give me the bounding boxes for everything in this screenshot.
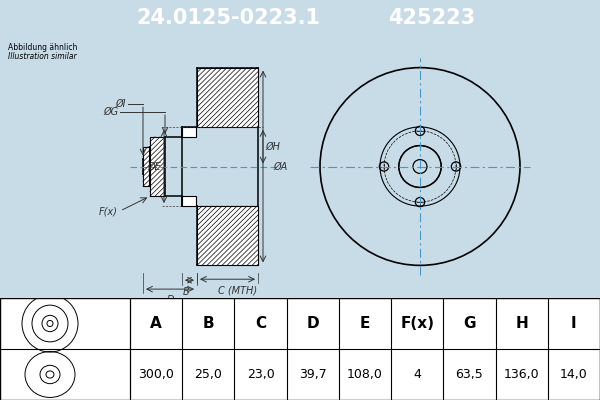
Text: ØH: ØH (265, 142, 280, 152)
Text: B: B (183, 287, 190, 297)
Text: 4: 4 (413, 368, 421, 381)
Text: F(x): F(x) (99, 207, 118, 217)
Text: I: I (571, 316, 577, 331)
Polygon shape (182, 196, 196, 206)
Text: 14,0: 14,0 (560, 368, 588, 381)
Polygon shape (150, 137, 164, 196)
Text: Illustration similar: Illustration similar (8, 52, 77, 61)
Text: 24.0125-0223.1: 24.0125-0223.1 (136, 8, 320, 28)
Text: ØE: ØE (147, 162, 161, 172)
Text: 23,0: 23,0 (247, 368, 274, 381)
Text: C (MTH): C (MTH) (218, 285, 257, 295)
Polygon shape (197, 206, 258, 265)
Text: Abbildung ähnlich: Abbildung ähnlich (8, 43, 77, 52)
Polygon shape (182, 127, 196, 137)
Text: ØA: ØA (273, 162, 287, 172)
Text: ØG: ØG (103, 107, 118, 117)
Text: 425223: 425223 (388, 8, 476, 28)
Polygon shape (197, 68, 258, 127)
Text: 136,0: 136,0 (504, 368, 539, 381)
Text: C: C (255, 316, 266, 331)
Text: B: B (203, 316, 214, 331)
Text: 300,0: 300,0 (138, 368, 174, 381)
Text: 25,0: 25,0 (194, 368, 222, 381)
Polygon shape (143, 147, 149, 186)
Text: E: E (360, 316, 370, 331)
Text: 39,7: 39,7 (299, 368, 326, 381)
Text: 108,0: 108,0 (347, 368, 383, 381)
Text: D: D (307, 316, 319, 331)
Text: A: A (150, 316, 162, 331)
Text: D: D (166, 295, 174, 305)
Text: G: G (463, 316, 476, 331)
Text: 63,5: 63,5 (455, 368, 484, 381)
Text: F(x): F(x) (400, 316, 434, 331)
Text: H: H (515, 316, 528, 331)
Text: ØI: ØI (115, 99, 126, 109)
